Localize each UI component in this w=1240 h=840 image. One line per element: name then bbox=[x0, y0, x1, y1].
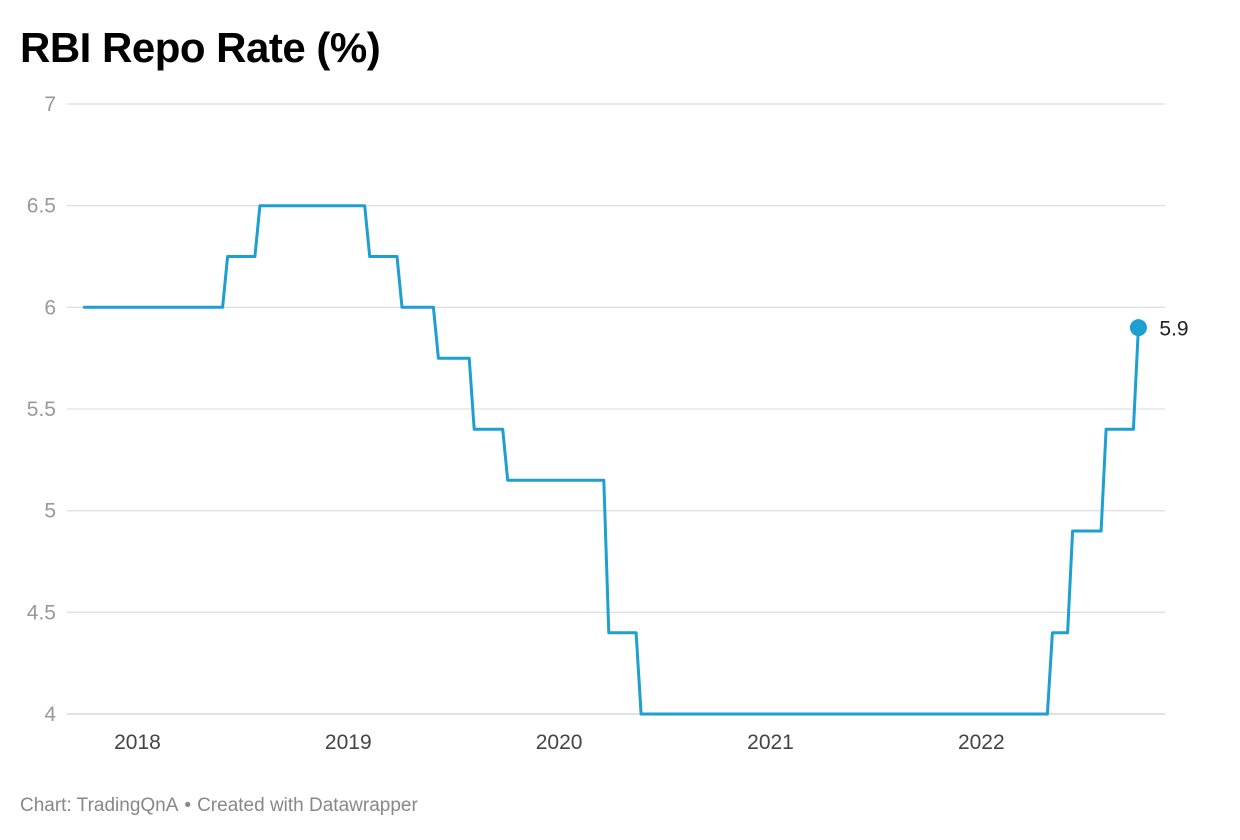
footer-separator: • bbox=[184, 795, 192, 816]
x-tick-label: 2022 bbox=[958, 731, 1005, 754]
y-tick-label: 6 bbox=[44, 296, 56, 319]
chart-footer: Chart: TradingQnA • Created with Datawrapp… bbox=[20, 794, 418, 818]
x-tick-label: 2018 bbox=[114, 731, 161, 754]
footer-credit: Created with Datawrapper bbox=[197, 795, 418, 816]
y-tick-label: 7 bbox=[44, 93, 56, 116]
y-tick-label: 5 bbox=[44, 500, 56, 523]
y-tick-label: 5.5 bbox=[27, 398, 56, 421]
x-tick-label: 2020 bbox=[536, 731, 583, 754]
series-line-repo-rate bbox=[82, 204, 1140, 716]
x-tick-label: 2019 bbox=[325, 731, 372, 754]
repo-rate-line-chart: 7 6.5 6 5.5 5 4.5 4 2018 2019 2020 2021 2022 5.9 bbox=[27, 93, 1189, 754]
y-tick-label: 4.5 bbox=[27, 601, 56, 624]
series-end-label: 5.9 bbox=[1159, 318, 1188, 341]
x-tick-label: 2021 bbox=[747, 731, 794, 754]
chart-title: RBI Repo Rate (%) bbox=[20, 24, 381, 71]
y-tick-label: 6.5 bbox=[27, 195, 56, 218]
y-tick-label: 4 bbox=[44, 703, 56, 726]
x-axis-tick-labels: 2018 2019 2020 2021 2022 bbox=[114, 731, 1005, 754]
series-layer: 5.9 bbox=[82, 204, 1189, 716]
footer-source: Chart: TradingQnA bbox=[20, 795, 179, 816]
gridlines bbox=[67, 103, 1165, 715]
y-axis-tick-labels: 7 6.5 6 5.5 5 4.5 4 bbox=[27, 93, 57, 726]
series-end-point bbox=[1129, 319, 1147, 337]
